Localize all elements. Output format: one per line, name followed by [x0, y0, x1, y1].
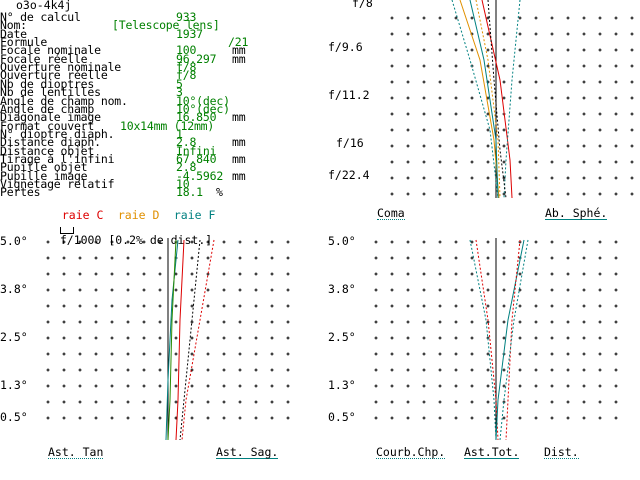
ast-y-tick: 2.5° — [0, 330, 28, 344]
raie-c-label: raie C — [48, 200, 104, 222]
curv-y-tick: 2.5° — [328, 330, 356, 344]
coma-y-tick: f/11.2 — [328, 88, 370, 102]
coma-button[interactable]: Coma — [377, 206, 405, 220]
info-unit: % — [216, 185, 223, 199]
scale-legend: f/1000 [0.2% de dist.] — [46, 215, 213, 247]
info-value: 3 — [176, 85, 183, 99]
ast-sag-k — [179, 239, 201, 441]
info-label: Focale réelle — [0, 52, 88, 66]
info-value: 1 — [176, 127, 183, 141]
info-label: Pertes — [0, 185, 41, 199]
coma-y-tick: f/8 — [352, 0, 373, 10]
info-value: 2.8 — [176, 135, 197, 149]
coma-curve-f — [451, 0, 499, 199]
info-value: 67.840 — [176, 152, 217, 166]
curv-y-tick: 1.3° — [328, 378, 356, 392]
info-value: [Telescope lens] — [112, 18, 220, 32]
info-value: /21 — [228, 35, 249, 49]
info-label: Pupille objet — [0, 160, 88, 174]
ast-sag-c — [181, 239, 215, 441]
info-value: 5 — [176, 77, 183, 91]
scale-bar-icon — [59, 227, 74, 234]
ast-sag-button[interactable]: Ast. Sag. — [216, 445, 279, 459]
curv-y-tick: 3.8° — [328, 282, 356, 296]
ab-sphe-button[interactable]: Ab. Sphé. — [545, 206, 608, 220]
ast-y-tick: 0.5° — [0, 410, 28, 424]
info-label: Nom: — [0, 18, 27, 32]
info-value: 16.850 — [176, 110, 217, 124]
info-label: Vignetage relatif — [0, 177, 115, 191]
info-value: 18.1 — [176, 185, 203, 199]
info-label: Date — [0, 27, 27, 41]
info-label: Nb de lentilles — [0, 85, 101, 99]
raie-f-text: raie F — [173, 208, 216, 222]
coma-y-tick: f/9.6 — [328, 40, 363, 54]
ast-y-tick: 5.0° — [0, 234, 28, 248]
info-unit: mm — [232, 152, 246, 166]
courb-chp-button[interactable]: Courb.Chp. — [376, 445, 446, 459]
raie-c-text: raie C — [61, 208, 104, 222]
info-value: 10°(dec) — [176, 102, 230, 116]
ast-y-tick: 1.3° — [0, 378, 28, 392]
info-label: Format couvert — [0, 119, 95, 133]
ast-tan-button[interactable]: Ast. Tan — [48, 445, 104, 459]
info-unit: mm — [232, 43, 246, 57]
info-label: Ouverture nominale — [0, 60, 122, 74]
info-value: 10 — [176, 177, 190, 191]
curv-c — [505, 239, 521, 441]
info-value: 933 — [176, 10, 197, 24]
window-title: o3o-4k4j — [16, 0, 72, 12]
scale-label: f/1000 [0.2% de dist.] — [59, 233, 213, 247]
info-label: N° de calcul — [0, 10, 81, 24]
info-value: Infini — [176, 144, 217, 158]
curv-f — [495, 239, 525, 441]
info-value: -4.5962 — [176, 169, 224, 183]
info-label: Diagonale image — [0, 110, 101, 124]
info-label: Angle de champ — [0, 102, 95, 116]
coma-curve-d — [475, 0, 501, 199]
raie-d-label: raie D — [104, 200, 160, 222]
coma-y-tick: f/16 — [336, 136, 364, 150]
dist-button[interactable]: Dist. — [544, 445, 579, 459]
raie-f-label: raie F — [160, 200, 216, 222]
ast-tot-button[interactable]: Ast.Tot. — [464, 445, 520, 459]
ast-tan-d — [167, 239, 177, 441]
info-label: Pupille image — [0, 169, 88, 183]
info-unit: mm — [232, 169, 246, 183]
info-value: f/8 — [176, 60, 197, 74]
curv-f2 — [499, 239, 529, 441]
info-value: 96.297 — [176, 52, 217, 66]
info-value: 2.8 — [176, 160, 197, 174]
ast-y-tick: 3.8° — [0, 282, 28, 296]
curv-y-tick: 5.0° — [328, 234, 356, 248]
raie-d-text: raie D — [117, 208, 160, 222]
curv-y-tick: 0.5° — [328, 410, 356, 424]
info-label: Angle de champ nom. — [0, 94, 128, 108]
info-label: Ouverture réelle — [0, 68, 108, 82]
info-value: 10x14mm (12mm) — [120, 119, 215, 133]
info-label: Formule — [0, 35, 48, 49]
dist-f — [469, 239, 497, 441]
coma-curve-k — [487, 0, 507, 199]
ast-tan-c — [175, 239, 185, 441]
info-value: 1937 — [176, 27, 203, 41]
info-label: Distance objet — [0, 144, 95, 158]
info-label: N° dioptre diaph. — [0, 127, 115, 141]
info-label: Distance diaph. — [0, 135, 101, 149]
info-unit: mm — [232, 52, 246, 66]
info-value: 10°(dec) — [176, 94, 230, 108]
sphe-curve-f — [469, 0, 499, 199]
info-label: Nb de dioptres — [0, 77, 95, 91]
info-unit: mm — [232, 110, 246, 124]
info-label: Tirage à l'infini — [0, 152, 115, 166]
info-value: 100 — [176, 43, 197, 57]
info-label: Focale nominale — [0, 43, 101, 57]
info-unit: mm — [232, 135, 246, 149]
coma-y-tick: f/22.4 — [328, 168, 370, 182]
info-value: f/8 — [176, 68, 197, 82]
coma-curve-c — [503, 0, 521, 199]
